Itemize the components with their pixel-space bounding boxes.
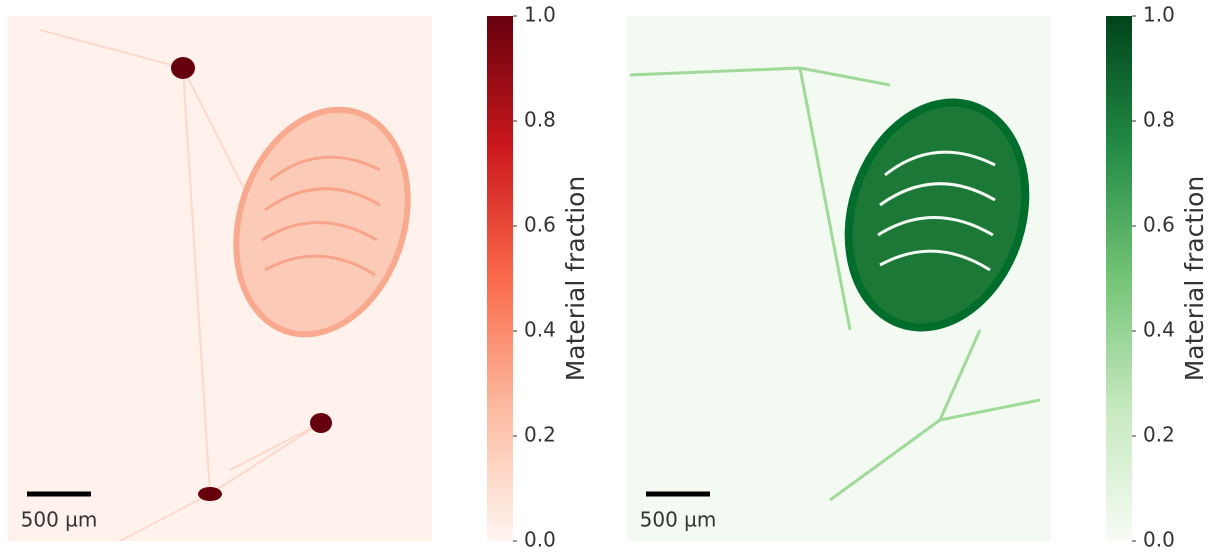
right-map <box>627 16 1051 541</box>
colorbar <box>1106 16 1132 541</box>
colorbar-tick-label: 1.0 <box>1143 3 1175 27</box>
colorbar-tick-label: 0.2 <box>1143 423 1175 447</box>
colorbar-tick-label: 0.0 <box>1143 528 1175 552</box>
colorbar-tick-label: 1.0 <box>524 3 556 27</box>
colorbar-tick-label: 0.4 <box>524 318 556 342</box>
colorbar-label: Material fraction <box>561 176 590 382</box>
colorbar-tick-label: 0.6 <box>524 213 556 237</box>
scale-bar-label: 500 µm <box>21 508 98 532</box>
colorbar <box>487 16 513 541</box>
colorbar-tick-label: 0.4 <box>1143 318 1175 342</box>
colorbar-tick-label: 0.2 <box>524 423 556 447</box>
colorbar-tick-label: 0.6 <box>1143 213 1175 237</box>
colorbar-tick-label: 0.8 <box>1143 108 1175 132</box>
colorbar-tick-label: 0.0 <box>524 528 556 552</box>
colorbar-label: Material fraction <box>1180 176 1209 382</box>
left-map <box>8 16 432 541</box>
colorbar-tick-label: 0.8 <box>524 108 556 132</box>
scale-bar-label: 500 µm <box>640 508 717 532</box>
